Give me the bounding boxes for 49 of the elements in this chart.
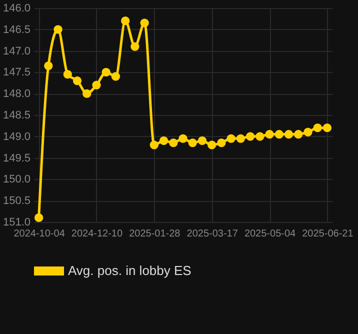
point [256, 132, 264, 141]
y-tick-label: 147.5 [2, 66, 30, 79]
point [294, 130, 303, 139]
point [304, 128, 312, 136]
point [92, 80, 101, 90]
point [284, 130, 294, 139]
point [226, 134, 236, 143]
point [188, 138, 197, 148]
y-tick-label: 148.0 [2, 88, 30, 100]
y-tick-label: 149.5 [2, 152, 30, 164]
y-tick-label: 149.0 [2, 130, 30, 143]
point [322, 124, 332, 132]
point [265, 130, 274, 139]
y-tick-label: 146.0 [2, 2, 30, 14]
point [217, 138, 226, 148]
y-tick-label: 150.5 [2, 195, 30, 208]
point [72, 76, 82, 86]
y-tick-label: 147.0 [2, 45, 30, 58]
legend-label: Avg. pos. in lobby ES [68, 263, 192, 278]
point [140, 18, 149, 28]
point [159, 136, 168, 145]
x-tick-label: 2025-01-28 [129, 228, 181, 240]
point [111, 72, 120, 81]
point [44, 61, 53, 70]
point [82, 89, 92, 98]
point [198, 136, 207, 145]
y-tick-label: 146.5 [2, 24, 30, 36]
point [120, 16, 130, 26]
point [150, 140, 158, 150]
point [178, 134, 188, 143]
y-tick-label: 150.0 [2, 174, 30, 186]
x-tick-label: 2025-05-04 [244, 228, 296, 240]
point [54, 25, 62, 34]
point [34, 213, 44, 222]
x-tick-label: 2025-06-21 [302, 228, 354, 240]
point [208, 140, 216, 150]
x-tick-label: 2024-12-10 [71, 228, 123, 240]
point [236, 134, 246, 143]
point [130, 42, 140, 51]
x-tick-label: 2024-10-04 [14, 228, 66, 240]
point [63, 70, 72, 79]
point [169, 138, 178, 148]
y-tick-label: 148.5 [2, 110, 30, 122]
point [246, 132, 255, 141]
y-tick-label: 151.0 [2, 216, 30, 228]
point [274, 130, 284, 139]
x-tick-label: 2025-03-17 [186, 228, 238, 240]
point [102, 68, 110, 77]
point [313, 124, 322, 132]
